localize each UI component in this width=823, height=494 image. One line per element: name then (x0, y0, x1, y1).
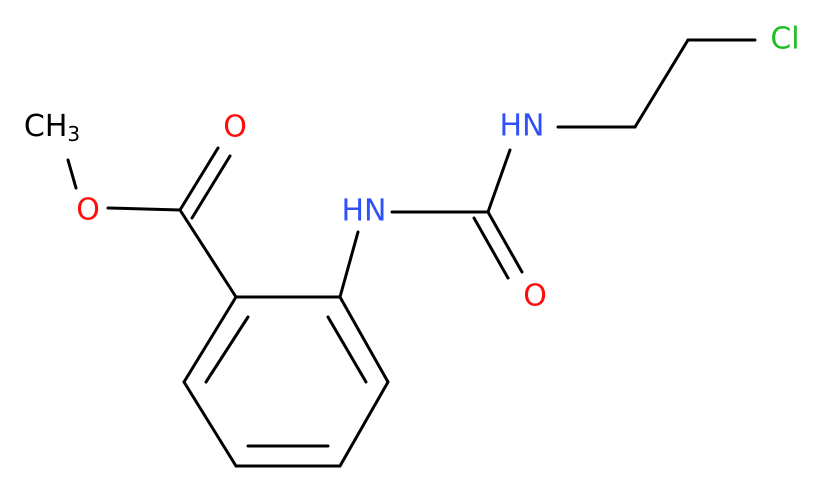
bond (472, 216, 510, 280)
bond (338, 380, 390, 468)
bond (204, 315, 250, 384)
bond (178, 146, 220, 212)
atom-label: Cl (770, 22, 799, 57)
bonds (66, 38, 757, 468)
atom-label: CH3 (24, 109, 80, 146)
bond (338, 295, 390, 384)
bond (190, 154, 232, 220)
bond (326, 315, 368, 384)
bond (486, 210, 524, 274)
atom-label: O (223, 110, 247, 145)
bond (182, 380, 238, 468)
atom-label: O (523, 279, 547, 314)
bond (66, 158, 78, 190)
bond (486, 148, 512, 214)
bond (182, 295, 238, 384)
atom-label: O (76, 193, 100, 228)
bond (633, 38, 690, 129)
atom-label: HN (342, 194, 387, 229)
bond (178, 208, 238, 299)
bond (338, 230, 360, 299)
atom-label: HN (500, 109, 545, 144)
bond (106, 206, 182, 212)
